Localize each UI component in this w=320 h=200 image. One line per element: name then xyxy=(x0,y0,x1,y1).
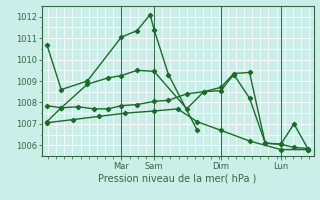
X-axis label: Pression niveau de la mer( hPa ): Pression niveau de la mer( hPa ) xyxy=(99,173,257,183)
